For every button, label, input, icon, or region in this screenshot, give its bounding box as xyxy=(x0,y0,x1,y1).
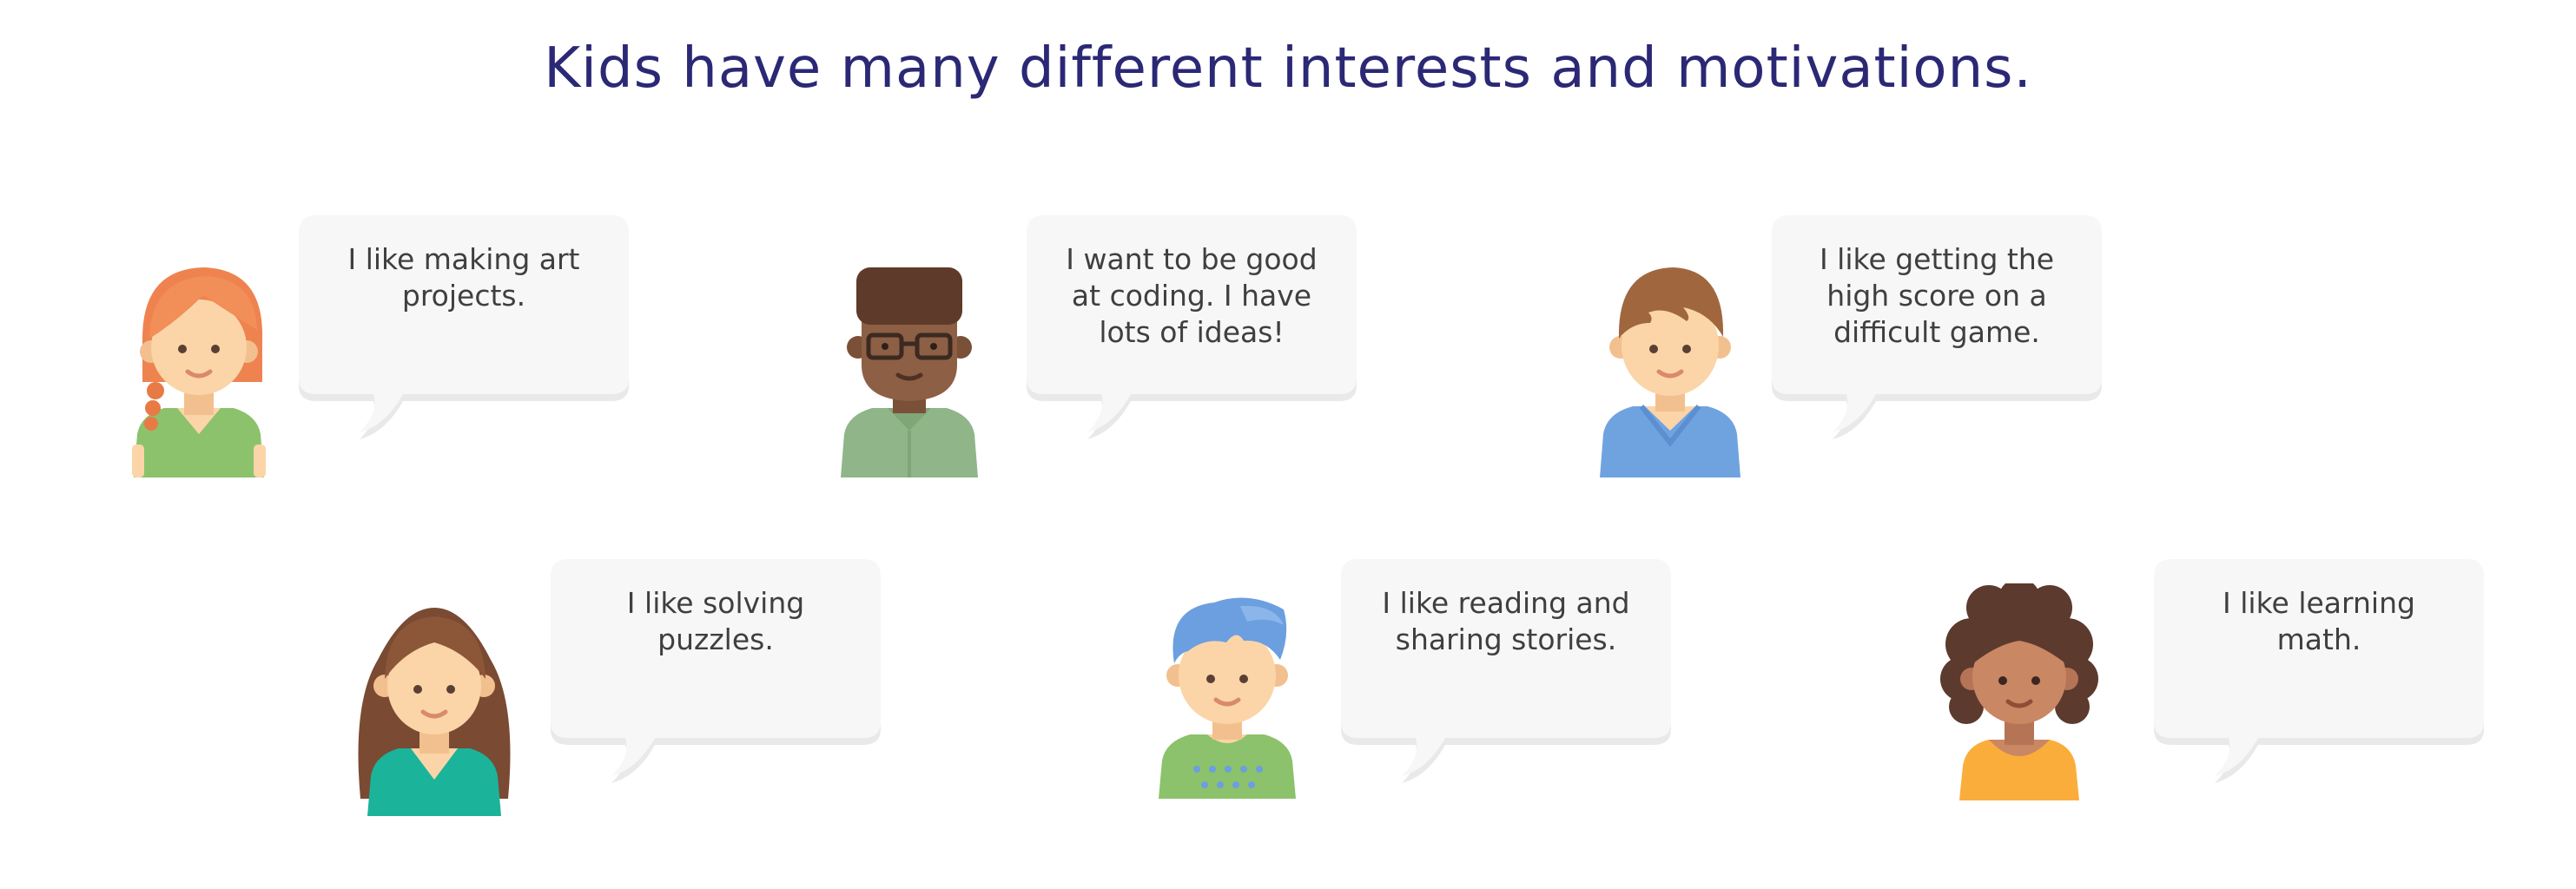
speech-bubble-shape xyxy=(2154,559,2484,783)
red-haired-girl-icon xyxy=(125,260,273,481)
speech-bubble-shape xyxy=(1027,215,1357,439)
bubble-text: I like making art projects. xyxy=(347,242,580,313)
bubble-text: I like solving puzzles. xyxy=(626,586,805,656)
speech-bubble-shape xyxy=(299,215,629,439)
speech-bubble: I want to be good at coding. I have lots… xyxy=(1027,215,1357,439)
boy-with-glasses-icon xyxy=(836,260,983,481)
bubble-text: I like getting the high score on a diffi… xyxy=(1819,242,2055,349)
bubble-text: I want to be good at coding. I have lots… xyxy=(1066,242,1318,349)
curly-haired-girl-icon xyxy=(1928,578,2110,804)
speech-bubble: I like learning math. xyxy=(2154,559,2484,783)
blue-haired-kid-icon xyxy=(1153,590,1301,802)
speech-bubble-shape xyxy=(1772,215,2102,439)
speech-bubble: I like reading and sharing stories. xyxy=(1341,559,1671,783)
speech-bubble: I like getting the high score on a diffi… xyxy=(1772,215,2102,439)
page-title: Kids have many different interests and m… xyxy=(544,36,2032,101)
speech-bubble: I like making art projects. xyxy=(299,215,629,439)
speech-bubble-shape xyxy=(551,559,881,783)
brown-haired-boy-icon xyxy=(1596,260,1744,481)
bubble-text: I like learning math. xyxy=(2223,586,2415,656)
long-haired-girl-icon xyxy=(343,599,525,820)
bubble-text: I like reading and sharing stories. xyxy=(1382,586,1630,656)
speech-bubble-shape xyxy=(1341,559,1671,783)
speech-bubble: I like solving puzzles. xyxy=(551,559,881,783)
